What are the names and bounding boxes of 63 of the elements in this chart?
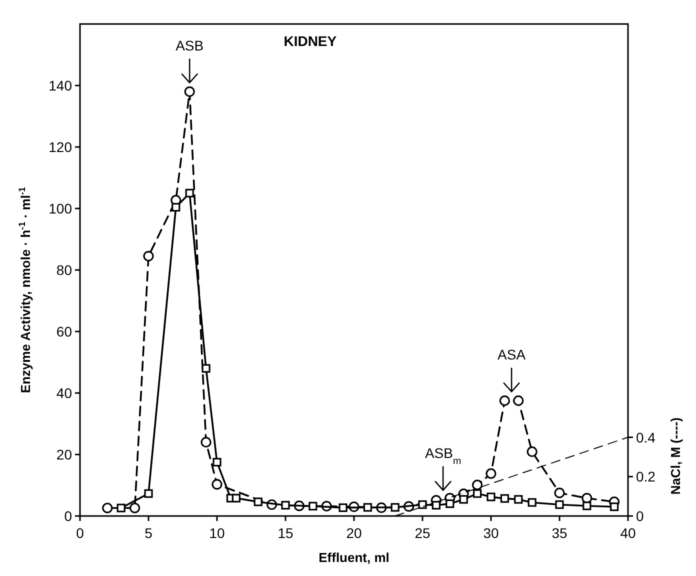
x-axis-title: Effluent, ml (318, 550, 390, 565)
point (473, 489, 482, 498)
x-tick-label: 25 (414, 525, 430, 541)
point (513, 395, 524, 406)
y-tick-label: 80 (56, 262, 72, 278)
x-tick-label: 5 (144, 525, 153, 541)
point (200, 436, 212, 448)
point (212, 458, 222, 466)
point (212, 479, 222, 490)
point (500, 494, 509, 503)
y-tick-label: 140 (48, 78, 72, 94)
point (486, 492, 496, 502)
x-tick-label: 10 (209, 525, 225, 541)
point (338, 503, 348, 512)
x-tick-label: 35 (552, 525, 568, 541)
point (390, 503, 400, 512)
point (432, 500, 440, 510)
point (418, 500, 427, 509)
point (102, 502, 113, 514)
point (459, 495, 468, 504)
point (610, 502, 619, 512)
point (582, 502, 592, 510)
point (472, 480, 483, 490)
y-tick-label: 20 (56, 446, 72, 462)
point (514, 495, 523, 504)
point (143, 250, 154, 262)
y2-tick-label: 0 (636, 508, 644, 524)
y-tick-label: 0 (64, 508, 72, 524)
point (446, 499, 454, 508)
point (185, 188, 194, 198)
annotation: ASB (176, 38, 204, 54)
y-tick-label: 40 (56, 385, 72, 401)
point (363, 503, 372, 512)
point (528, 498, 536, 507)
annotation: ASB$_{m}$ (424, 445, 462, 467)
point (232, 494, 240, 502)
point (281, 500, 290, 510)
y2-tick-label: 0.2 (636, 468, 656, 485)
point (486, 468, 496, 479)
point (308, 502, 318, 510)
point (254, 498, 262, 506)
point (116, 504, 126, 512)
x-tick-label: 15 (278, 525, 294, 541)
x-tick-label: 0 (76, 525, 84, 541)
point (144, 489, 153, 498)
point (554, 488, 565, 498)
point (499, 395, 510, 406)
point (184, 86, 195, 97)
y2-tick-label: 0.4 (636, 429, 656, 446)
y-tick-label: 60 (56, 324, 72, 340)
point (526, 446, 538, 458)
x-tick-label: 40 (620, 525, 636, 541)
point (555, 500, 564, 509)
point (202, 364, 210, 373)
point (130, 502, 140, 514)
annotation: ASA (498, 346, 526, 363)
y-tick-label: 120 (48, 139, 72, 155)
x-tick-label: 20 (346, 525, 362, 541)
y-tick-label: 100 (48, 200, 72, 216)
y2-axis-title: NaCl, M (----) (668, 417, 683, 495)
text: KIDNEY (284, 33, 338, 49)
point (172, 202, 180, 212)
x-tick-label: 30 (483, 525, 499, 541)
